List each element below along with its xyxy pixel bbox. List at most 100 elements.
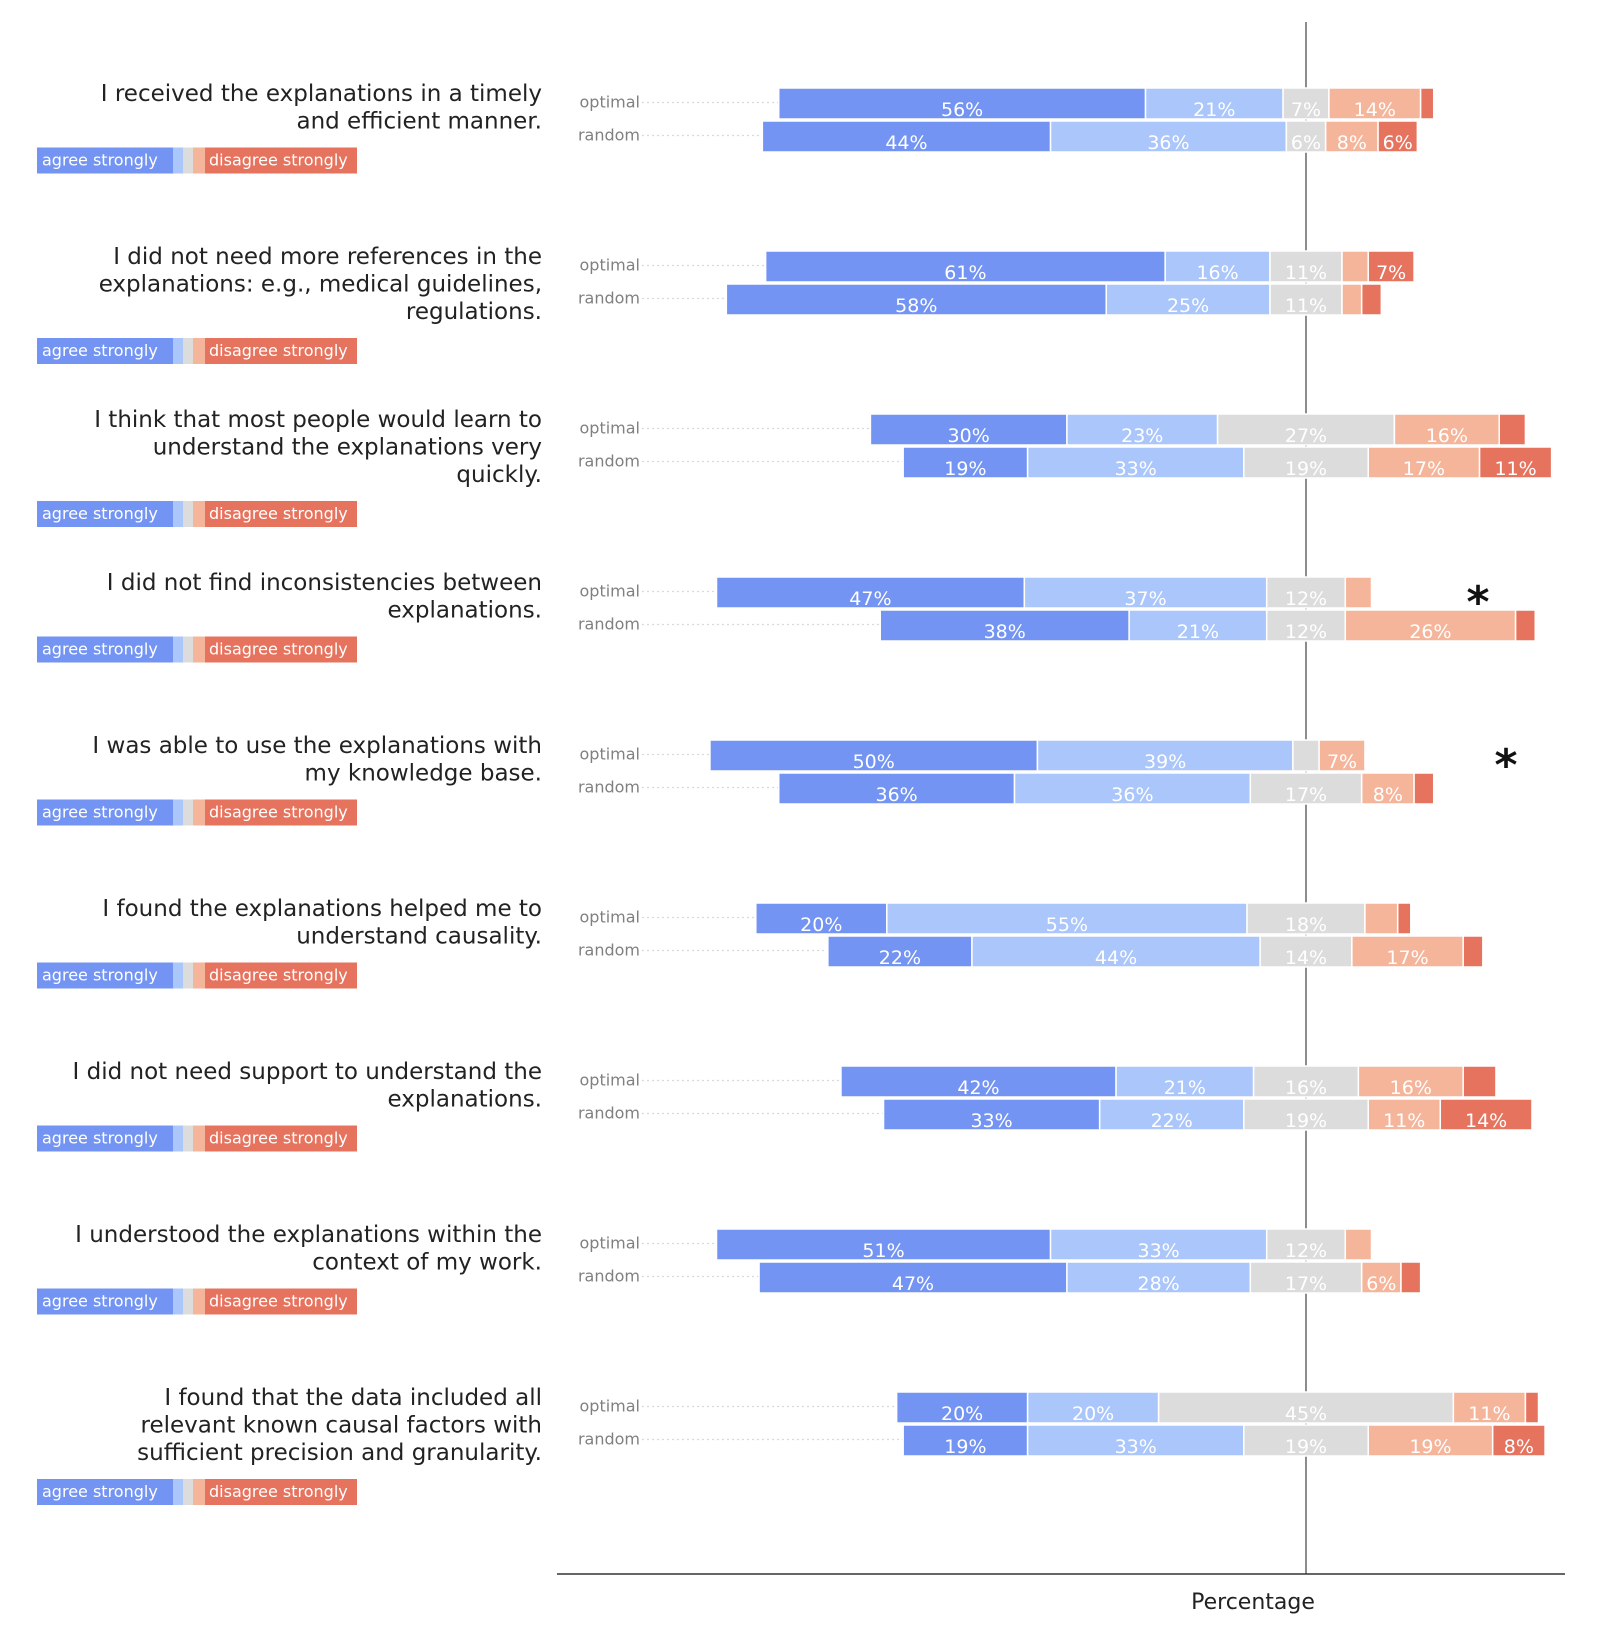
question-title-line: explanations: e.g., medical guidelines, [99, 272, 542, 298]
question-title-line: I think that most people would learn to [94, 407, 542, 433]
legend-neutral [183, 962, 193, 989]
question-title-line: and efficient manner. [296, 109, 542, 135]
question-title-line: quickly. [456, 462, 542, 488]
legend: agree strongly disagree strongly [37, 1125, 357, 1152]
legend-neutral [183, 338, 193, 364]
row-label-optimal: optimal [580, 908, 641, 927]
legend-neutral [183, 501, 193, 527]
legend-disagree-label: disagree strongly [209, 1129, 348, 1148]
question-title-line: I was able to use the explanations with [92, 733, 542, 759]
data-label-optimal-agree: 55% [1046, 914, 1088, 936]
data-label-random-disagree-strongly: 14% [1465, 1110, 1507, 1132]
legend-agree-label: agree strongly [42, 1482, 158, 1501]
bar-random-agree [1013, 772, 1252, 805]
data-label-random-disagree-strongly: 11% [1494, 458, 1536, 480]
legend-agree [173, 1288, 183, 1315]
data-label-random-agree-strongly: 19% [944, 1436, 986, 1458]
x-axis-title: Percentage [1191, 1590, 1315, 1615]
question-title-line: I did not need more references in the [113, 244, 542, 270]
data-label-random-agree: 21% [1177, 621, 1219, 643]
bar-optimal-neutral [1157, 1391, 1455, 1424]
bar-optimal-neutral [1269, 250, 1343, 283]
data-label-random-disagree: 8% [1337, 132, 1367, 154]
question-group-9: I found that the data included all releva… [37, 1385, 1546, 1505]
data-label-random-agree: 25% [1167, 295, 1209, 317]
legend-disagree-strongly [205, 1288, 357, 1315]
legend: agree strongly disagree strongly [37, 147, 357, 174]
data-label-random-disagree: 17% [1403, 458, 1445, 480]
row-label-random: random [578, 1430, 640, 1449]
data-label-random-neutral: 14% [1285, 947, 1327, 969]
bar-random-agree-strongly [902, 1424, 1029, 1457]
data-label-optimal-disagree: 16% [1426, 425, 1468, 447]
bar-random-neutral [1265, 609, 1347, 642]
bar-optimal-neutral [1265, 576, 1347, 609]
bar-optimal-neutral [1292, 739, 1320, 772]
bar-random-disagree-strongly [1514, 609, 1536, 642]
legend-agree [173, 147, 183, 174]
legend-disagree [193, 1479, 205, 1505]
row-label-optimal: optimal [580, 256, 641, 275]
data-label-optimal-agree-strongly: 42% [957, 1077, 999, 1099]
bar-optimal-agree [1144, 87, 1284, 120]
data-label-random-agree-strongly: 36% [876, 784, 918, 806]
question-title: I received the explanations in a timely a… [101, 81, 542, 135]
bar-optimal-neutral [1246, 902, 1366, 935]
legend-agree [173, 799, 183, 826]
legend-disagree-label: disagree strongly [209, 151, 348, 170]
bar-optimal-agree-strongly [715, 576, 1026, 609]
data-label-optimal-neutral: 12% [1285, 1240, 1327, 1262]
bar-random-agree-strongly [777, 772, 1016, 805]
data-label-optimal-disagree: 11% [1468, 1403, 1510, 1425]
legend: agree strongly disagree strongly [37, 962, 357, 989]
row-label-optimal: optimal [580, 745, 641, 764]
data-label-optimal-agree: 21% [1193, 99, 1235, 121]
bar-random-disagree-strongly [1462, 935, 1484, 968]
significance-marker: * [1494, 740, 1517, 791]
bar-random-agree [1049, 120, 1288, 153]
question-group-7: I did not need support to understand the… [37, 1059, 1533, 1152]
legend-disagree [193, 147, 205, 174]
bar-random-disagree [1341, 283, 1363, 316]
data-label-random-neutral: 19% [1285, 1110, 1327, 1132]
data-label-optimal-agree-strongly: 30% [948, 425, 990, 447]
bar-optimal-agree-strongly [777, 87, 1147, 120]
legend-agree-strongly [37, 147, 173, 174]
bar-random-neutral [1243, 446, 1369, 479]
legend-agree-label: agree strongly [42, 151, 158, 170]
data-label-optimal-neutral: 45% [1285, 1403, 1327, 1425]
row-label-random: random [578, 452, 640, 471]
data-label-optimal-neutral: 18% [1285, 914, 1327, 936]
legend-disagree-strongly [205, 799, 357, 826]
data-label-random-disagree: 19% [1409, 1436, 1451, 1458]
legend-neutral [183, 799, 193, 826]
data-label-random-agree: 33% [1115, 1436, 1157, 1458]
legend-agree-strongly [37, 501, 173, 527]
bar-random-agree-strongly [827, 935, 973, 968]
data-label-random-agree: 36% [1111, 784, 1153, 806]
data-label-random-neutral: 19% [1285, 1436, 1327, 1458]
data-label-optimal-agree: 21% [1164, 1077, 1206, 1099]
question-title-line: I found that the data included all [164, 1385, 542, 1411]
legend-disagree [193, 338, 205, 364]
row-label-random: random [578, 941, 640, 960]
legend-disagree-strongly [205, 147, 357, 174]
legend-agree-label: agree strongly [42, 966, 158, 985]
legend-disagree-strongly [205, 501, 357, 527]
legend-disagree [193, 799, 205, 826]
legend-agree-strongly [37, 1125, 173, 1152]
legend: agree strongly disagree strongly [37, 799, 357, 826]
data-label-random-disagree: 8% [1373, 784, 1403, 806]
legend-neutral [183, 147, 193, 174]
legend: agree strongly disagree strongly [37, 338, 357, 364]
data-label-optimal-disagree: 14% [1354, 99, 1396, 121]
data-label-random-agree: 22% [1151, 1110, 1193, 1132]
bar-optimal-agree [1115, 1065, 1255, 1098]
bar-random-neutral [1249, 1261, 1363, 1294]
question-title: I did not need support to understand the… [73, 1059, 542, 1113]
data-label-optimal-agree: 37% [1124, 588, 1166, 610]
data-label-random-agree: 44% [1095, 947, 1137, 969]
legend-disagree-label: disagree strongly [209, 1482, 348, 1501]
bar-random-disagree-strongly [1377, 120, 1419, 153]
bar-optimal-agree [1036, 739, 1294, 772]
